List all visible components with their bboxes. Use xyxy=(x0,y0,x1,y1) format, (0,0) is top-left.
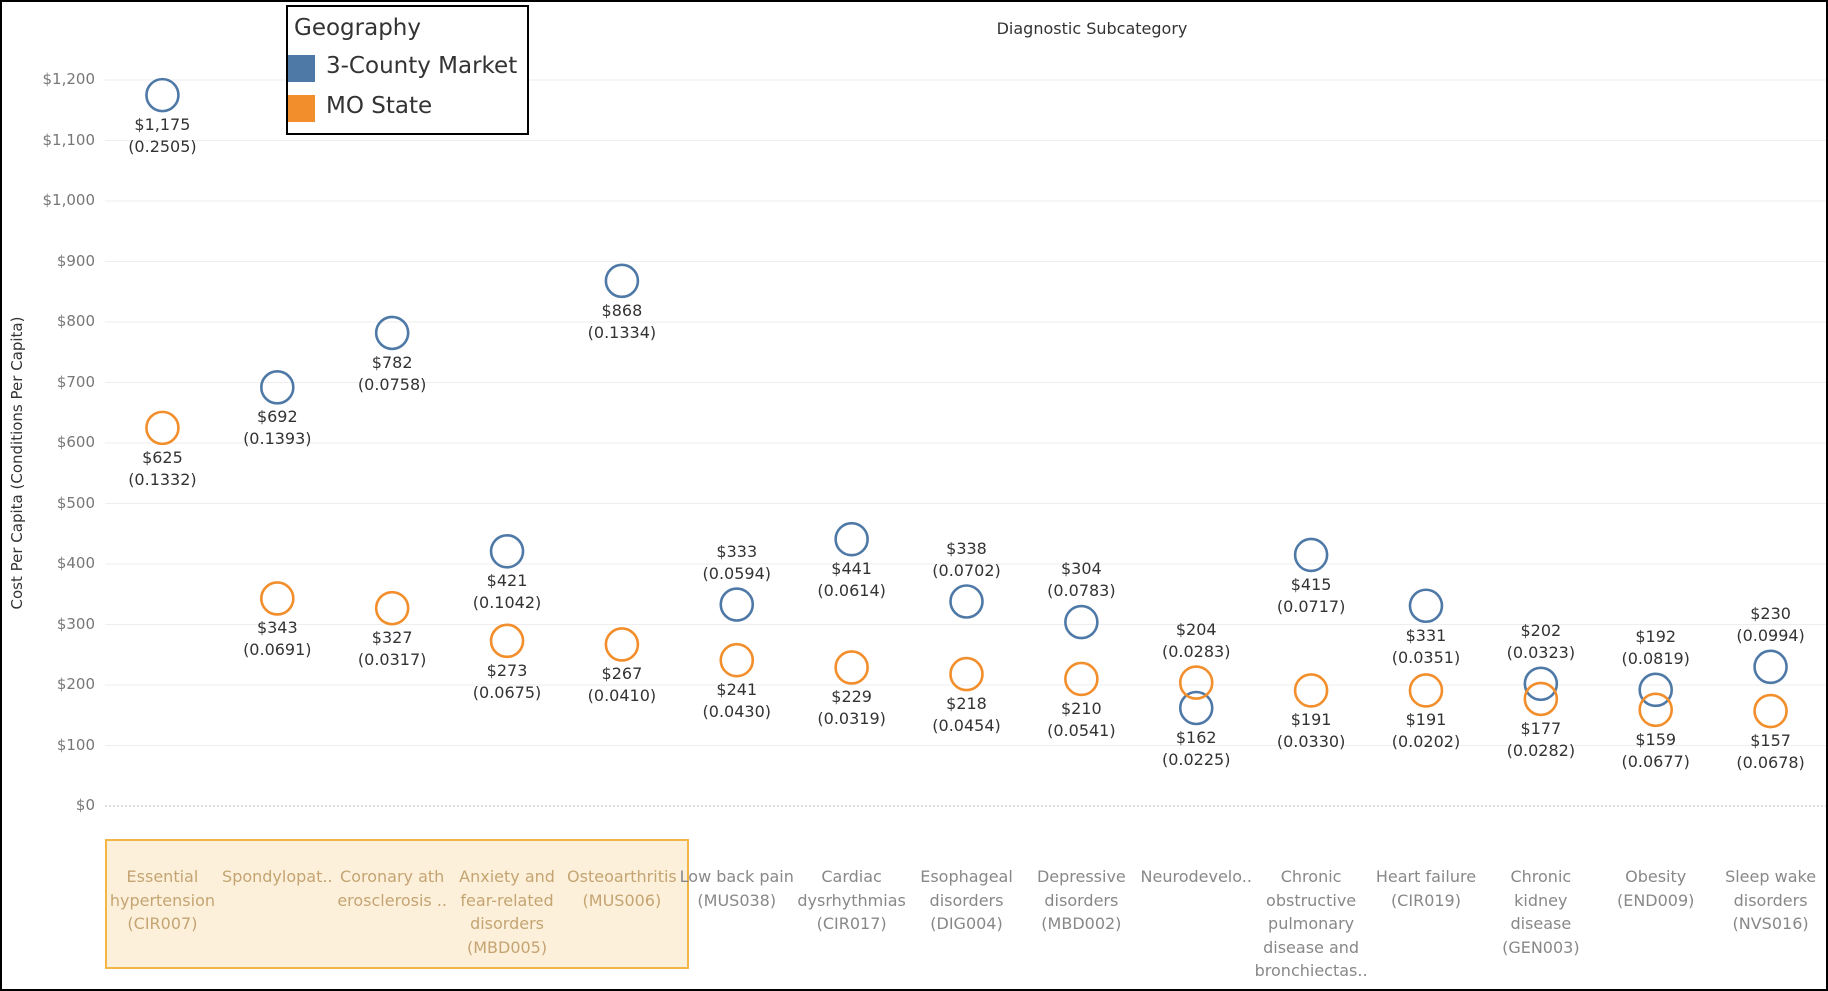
dot xyxy=(1638,672,1673,708)
dot xyxy=(834,650,869,685)
y-tick-label: $100 xyxy=(56,735,95,754)
x-tick-label: Heart failure (CIR019) xyxy=(1375,867,1477,910)
dot xyxy=(489,623,525,659)
dot xyxy=(834,521,869,557)
dot xyxy=(1408,588,1444,624)
data-label: $331 (0.0351) xyxy=(1391,625,1461,667)
legend-swatch xyxy=(288,55,315,82)
dot xyxy=(1523,666,1559,702)
data-label: $441 (0.0614) xyxy=(817,559,886,601)
y-tick-label: $200 xyxy=(56,675,95,693)
data-label: $162 (0.0225) xyxy=(1161,727,1231,769)
dot xyxy=(604,627,640,662)
selection-highlight xyxy=(105,839,689,969)
dot xyxy=(374,590,410,626)
chart-title: Diagnostic Subcategory xyxy=(996,19,1188,38)
data-label: $218 (0.0454) xyxy=(932,694,1001,736)
y-tick-label: $300 xyxy=(56,614,95,633)
dot xyxy=(1064,604,1099,640)
dot xyxy=(1638,692,1673,728)
data-label: $692 (0.1393) xyxy=(243,407,312,449)
legend: Geography 3-County Market MO State xyxy=(286,5,529,135)
dot xyxy=(1178,665,1214,700)
data-label: $267 (0.0410) xyxy=(587,664,657,706)
data-label: $230 (0.0994) xyxy=(1736,603,1805,645)
data-label: $192 (0.0819) xyxy=(1621,626,1690,668)
legend-label: 3-County Market xyxy=(326,53,518,79)
data-label: $421 (0.1042) xyxy=(472,571,542,613)
x-tick-label: Chronic obstructive pulmonary disease an… xyxy=(1254,867,1368,980)
dot xyxy=(1293,537,1329,573)
dot xyxy=(604,263,640,299)
data-label: $868 (0.1334) xyxy=(587,300,657,342)
dot xyxy=(374,315,410,351)
x-tick-label: Essential hypertension (CIR007) xyxy=(109,867,215,933)
x-tick-label: Depressive disorders (MBD002) xyxy=(1036,867,1126,933)
x-tick-label: Neurodevelo.. xyxy=(1140,867,1252,886)
x-tick-label: Obesity (END009) xyxy=(1616,867,1695,910)
data-label: $210 (0.0541) xyxy=(1047,698,1116,740)
dot xyxy=(949,584,984,619)
data-label: $333 (0.0594) xyxy=(702,541,771,583)
data-label: $229 (0.0319) xyxy=(817,687,886,729)
data-label: $782 (0.0758) xyxy=(357,352,427,394)
x-tick-label: Coronary ath erosclerosis .. xyxy=(337,867,447,910)
dot xyxy=(145,77,180,113)
x-tick-label: Cardiac dysrhythmias (CIR017) xyxy=(797,867,906,933)
y-tick-label: $1,100 xyxy=(42,130,96,149)
y-tick-label: $500 xyxy=(56,493,95,512)
y-tick-label: $700 xyxy=(56,372,95,391)
data-label: $204 (0.0283) xyxy=(1161,619,1231,661)
x-tick-label: Chronic kidney disease (GEN003) xyxy=(1502,867,1580,957)
data-label: $159 (0.0677) xyxy=(1621,729,1690,771)
dot xyxy=(1178,690,1214,726)
data-label: $625 (0.1332) xyxy=(128,447,197,489)
dot xyxy=(1753,649,1788,685)
y-tick-label: $400 xyxy=(56,554,95,572)
data-label: $415 (0.0717) xyxy=(1276,574,1346,616)
legend-label: MO State xyxy=(326,93,433,119)
legend-swatch xyxy=(288,95,315,122)
dot xyxy=(719,642,755,678)
y-tick-label: $1,200 xyxy=(42,70,96,88)
dot xyxy=(489,533,525,569)
y-tick-label: $800 xyxy=(56,312,95,330)
y-tick-label: $0 xyxy=(75,796,95,814)
dot xyxy=(1293,673,1329,708)
data-label: $1,175 (0.2505) xyxy=(128,115,197,157)
dot xyxy=(259,581,295,616)
y-tick-label: $900 xyxy=(56,251,95,270)
x-tick-label: Osteoarthritis (MUS006) xyxy=(567,867,677,910)
data-label: $338 (0.0702) xyxy=(932,538,1001,580)
dot xyxy=(1408,673,1444,708)
x-tick-label: Anxiety and fear-related disorders (MBD0… xyxy=(459,867,555,957)
dot xyxy=(1523,681,1559,717)
x-tick-label: Spondylopat.. xyxy=(222,867,333,886)
data-label: $304 (0.0783) xyxy=(1047,559,1116,601)
data-label: $191 (0.0330) xyxy=(1276,710,1346,752)
dot xyxy=(949,656,984,692)
data-label: $241 (0.0430) xyxy=(702,680,771,722)
data-label: $191 (0.0202) xyxy=(1391,710,1461,752)
data-label: $343 (0.0691) xyxy=(243,618,312,660)
dot xyxy=(145,410,180,446)
legend-title: Geography xyxy=(294,15,421,41)
x-tick-label: Esophageal disorders (DIG004) xyxy=(920,867,1013,933)
data-label: $202 (0.0323) xyxy=(1506,620,1576,662)
dot xyxy=(1753,693,1788,729)
data-label: $327 (0.0317) xyxy=(357,628,427,670)
dot xyxy=(719,587,755,622)
dot xyxy=(259,370,295,405)
data-label: $273 (0.0675) xyxy=(472,660,542,702)
y-tick-label: $1,000 xyxy=(42,191,96,209)
y-tick-label: $600 xyxy=(56,433,95,451)
x-tick-label: Sleep wake disorders (NVS016) xyxy=(1725,867,1817,933)
data-label: $177 (0.0282) xyxy=(1506,718,1576,760)
dot xyxy=(1064,661,1099,697)
x-tick-label: Low back pain (MUS038) xyxy=(679,867,794,910)
data-label: $157 (0.0678) xyxy=(1736,731,1805,772)
